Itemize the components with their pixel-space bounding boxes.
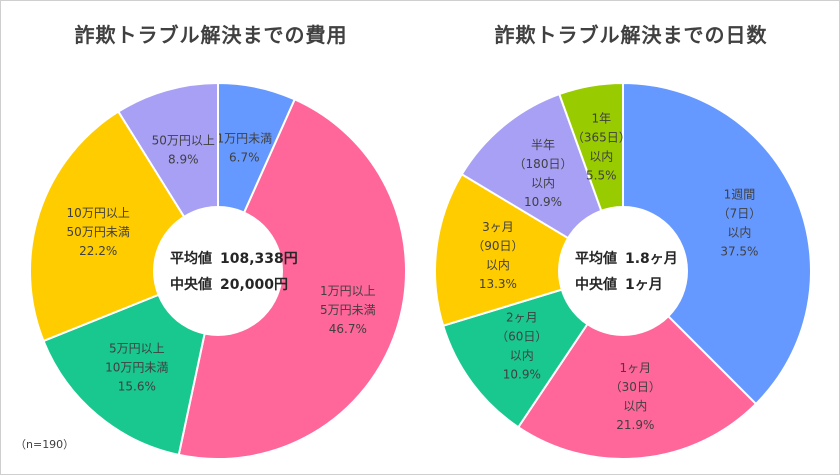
days-slice-label-3: 3ヶ月（90日）以内 13.3% bbox=[472, 220, 523, 291]
days-center-value-1: 1ヶ月 bbox=[625, 277, 663, 293]
days-slice-label-2: 2ヶ月（60日）以内 10.9% bbox=[496, 311, 547, 382]
cost-slice-label-4: 50万円以上 8.9% bbox=[152, 133, 215, 166]
days-slice-label-5: 1年（365日）以内 5.5% bbox=[572, 111, 631, 182]
cost-slice-label-3: 10万円以上 50万円未満 22.2% bbox=[67, 206, 130, 258]
cost-slice-label-1: 1万円以上 5万円未満 46.7% bbox=[320, 284, 376, 336]
cost-chart-title: 詐欺トラブル解決までの費用 bbox=[74, 23, 348, 47]
days-slice-0 bbox=[622, 81, 813, 406]
days-slice-label-4: 半年（180日）以内 10.9% bbox=[514, 138, 573, 209]
days-slice-1 bbox=[516, 269, 758, 460]
days-slice-3 bbox=[434, 172, 626, 327]
cost-center-label-1: 中央値 bbox=[170, 276, 212, 293]
cost-slice-label-0: 1万円未満 6.7% bbox=[216, 131, 272, 164]
days-donut-hole bbox=[558, 206, 688, 336]
cost-center-value-0: 108,338円 bbox=[220, 251, 298, 267]
cost-center-label-0: 平均値 bbox=[170, 250, 212, 267]
days-slice-label-1: 1ヶ月（30日）以内 21.9% bbox=[610, 361, 661, 432]
days-chart-title: 詐欺トラブル解決までの日数 bbox=[494, 23, 768, 47]
days-center-value-0: 1.8ヶ月 bbox=[625, 251, 678, 267]
cost-donut-hole bbox=[153, 206, 283, 336]
cost-center-value-1: 20,000円 bbox=[220, 277, 288, 293]
cost-slice-1 bbox=[177, 98, 407, 460]
cost-slice-label-2: 5万円以上 10万円未満 15.6% bbox=[105, 341, 168, 393]
sample-size-note: （n=190） bbox=[15, 438, 75, 451]
days-center-label-0: 平均値 bbox=[575, 250, 617, 267]
days-center-label-1: 中央値 bbox=[575, 276, 617, 293]
days-slice-label-0: 1週間（7日）以内 37.5% bbox=[718, 187, 762, 258]
